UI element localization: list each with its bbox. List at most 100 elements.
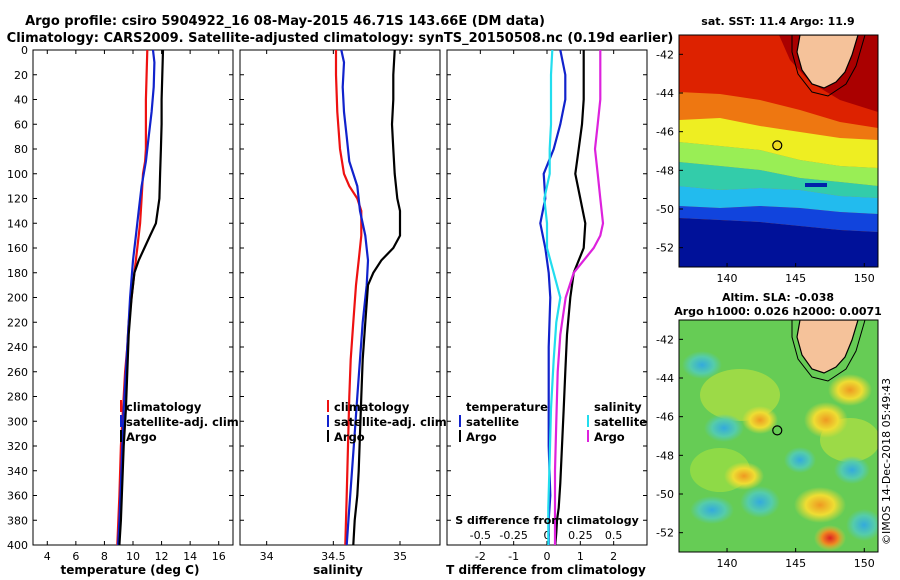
series-s-satellite [543,49,562,545]
salinity-diff-legend: salinity satellite Argo [587,400,647,444]
depth-tick-label: 360 [7,490,28,503]
sla-bathymetry-contour [791,320,866,382]
depth-tick-label: 220 [7,316,28,329]
series-argo [118,49,165,546]
depth-tick-label: 20 [14,69,28,82]
title-line1: Argo profile: csiro 5904922_16 08-May-20… [25,14,545,29]
legend-satellite: satellite-adj. clim. [126,415,243,429]
lon-tick-label: 150 [854,272,875,285]
lon-tick-label: 140 [717,557,738,570]
legend-salinity-title: salinity [594,400,642,414]
legend-s-argo: Argo [594,430,625,444]
difference-panel: -2 -1 0 1 2 -0.5 -0.25 0 0.25 0.5 temperature sa… [446,49,648,577]
legend-s-satellite: satellite [594,415,647,429]
depth-tick-label: 400 [7,539,28,552]
depth-tick-label: 200 [7,292,28,305]
depth-tick-label: 340 [7,465,28,478]
series-climatology [334,50,363,546]
legend-t-satellite: satellite [466,415,519,429]
sst-bathymetry-contour [791,35,866,97]
legend-satellite: satellite-adj. clim. [334,415,451,429]
legend-t-argo: Argo [466,430,497,444]
x-tick-label: 1 [577,550,584,563]
salinity-axes [239,49,441,546]
legend-argo: Argo [126,430,157,444]
difference-axes [446,49,648,546]
salinity-x-axis: 34 34.5 35 [240,49,440,563]
sst-map-frame [678,34,879,268]
lat-tick-label: -50 [656,488,674,501]
lat-tick-label: -52 [656,242,674,255]
x-tick-label: 10 [126,550,140,563]
depth-tick-label: 320 [7,440,28,453]
sla-map-frame [678,319,879,553]
series-t-argo [554,50,587,546]
argo-float-location-marker [772,425,783,436]
s-diff-tick-label: -0.25 [499,529,527,542]
depth-tick-label: 80 [14,143,28,156]
legend-climatology: climatology [334,400,410,414]
salinity-panel: 34 34.5 35 climatology satellite-adj. clim… [239,49,451,577]
lat-tick-label: -46 [656,126,674,139]
depth-axis: 0 20 40 60 80 100 120 140 160 180 200 220 240 260 280 3… [7,44,233,552]
x-tick-label: 16 [212,550,226,563]
lat-tick-label: -42 [656,48,674,61]
temperature-x-axis: 4 6 8 10 12 14 16 [44,50,226,563]
legend-temperature-title: temperature [466,400,548,414]
legend-climatology: climatology [126,400,202,414]
depth-tick-label: 240 [7,341,28,354]
s-diff-tick-label: 0.5 [605,529,623,542]
lat-tick-label: -42 [656,333,674,346]
salinity-lines [334,49,402,546]
depth-tick-label: 380 [7,514,28,527]
x-tick-label: 35 [393,550,407,563]
depth-tick-label: 120 [7,193,28,206]
temperature-xlabel: temperature (deg C) [61,563,200,577]
temperature-panel: 0 20 40 60 80 100 120 140 160 180 200 220 240 260 280 3… [7,44,243,577]
x-tick-label: 4 [44,550,51,563]
difference-x-axis: -2 -1 0 1 2 [447,49,647,563]
sla-map-title: Altim. SLA: -0.038 [722,291,834,304]
lon-tick-label: 145 [785,557,806,570]
s-diff-tick-label: 0.25 [568,529,593,542]
sla-map-axes: 140 145 150 -42 -44 -46 -48 -50 -52 [656,333,875,570]
x-tick-label: 34 [260,550,274,563]
series-satellite-adj-clim- [340,49,370,546]
x-tick-label: 12 [155,550,169,563]
series-s-argo [553,50,605,545]
sst-map-title: sat. SST: 11.4 Argo: 11.9 [701,15,854,28]
lat-tick-label: -48 [656,449,674,462]
temperature-axes [32,49,234,546]
temperature-lines [116,49,165,546]
tasmania-landmass [796,35,859,89]
lat-tick-label: -52 [656,527,674,540]
depth-tick-label: 280 [7,391,28,404]
depth-tick-label: 260 [7,366,28,379]
sst-field [679,35,878,267]
x-tick-label: -1 [508,550,519,563]
depth-tick-label: 0 [21,44,28,57]
sla-map-panel: Altim. SLA: -0.038 Argo h1000: 0.026 h20… [656,291,882,570]
salinity-xlabel: salinity [313,563,363,577]
depth-tick-label: 160 [7,242,28,255]
temperature-legend: climatology satellite-adj. clim. Argo [120,400,243,444]
imos-watermark: ©IMOS 14-Dec-2018 05:49:43 [880,378,893,545]
lat-tick-label: -50 [656,203,674,216]
x-tick-label: 14 [183,550,197,563]
lon-tick-label: 140 [717,272,738,285]
argo-float-location-marker [772,140,783,151]
lat-tick-label: -48 [656,164,674,177]
s-difference-label: S difference from climatology [455,514,639,527]
lat-tick-label: -46 [656,411,674,424]
tasmania-landmass [796,320,859,374]
depth-tick-label: 140 [7,217,28,230]
legend-argo: Argo [334,430,365,444]
salinity-legend: climatology satellite-adj. clim. Argo [327,400,451,444]
series-satellite-adj-clim- [116,49,156,546]
sst-map-panel: sat. SST: 11.4 Argo: 11.9 140 145 150 -42 -4… [656,15,879,285]
difference-lines [539,49,605,546]
sst-map-axes: 140 145 150 -42 -44 -46 -48 -50 -52 [656,48,875,285]
s-diff-tick-label: -0.5 [470,529,491,542]
x-tick-label: 34.5 [321,550,346,563]
x-tick-label: 8 [101,550,108,563]
